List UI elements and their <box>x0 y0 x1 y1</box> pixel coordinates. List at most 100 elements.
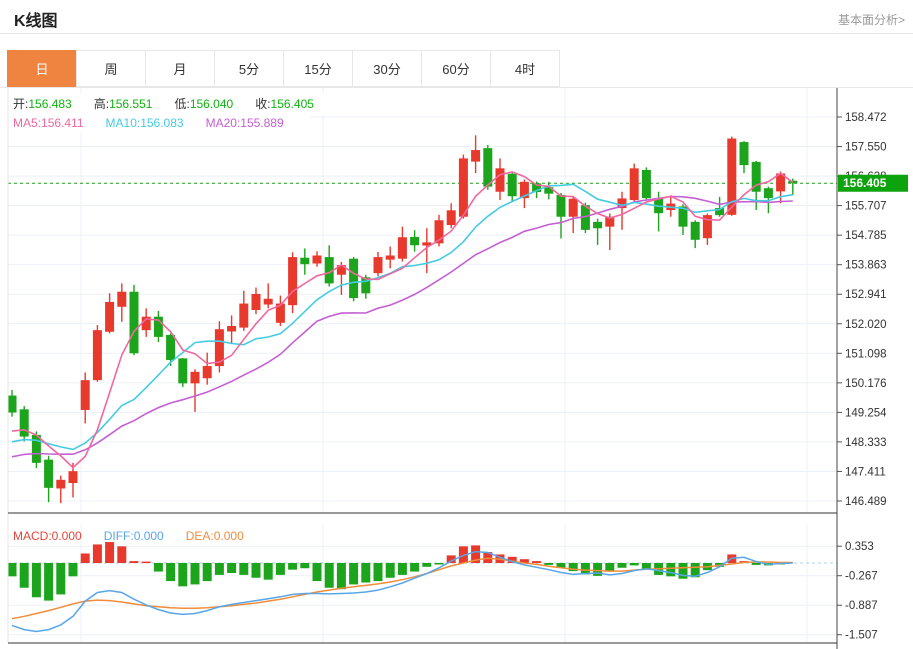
candle-body <box>178 358 188 384</box>
macd-bar <box>617 563 627 568</box>
macd-bar <box>141 561 151 564</box>
macd-y-axis-label: 0.353 <box>845 541 874 553</box>
macd-bar <box>349 563 359 585</box>
candle-body <box>702 215 712 239</box>
y-axis-label: 149.254 <box>845 407 887 419</box>
candle-body <box>678 206 688 227</box>
macd-bar <box>105 542 115 563</box>
candle-body <box>568 198 578 217</box>
macd-bar <box>68 563 78 577</box>
legend-ma-item-0: MA5:156.411 <box>13 116 84 130</box>
candle-body <box>727 138 737 215</box>
y-axis-label: 154.785 <box>845 230 887 242</box>
dea-line <box>11 557 793 620</box>
macd-bar <box>568 563 578 572</box>
candle-body <box>251 293 261 310</box>
candle-body <box>776 173 786 192</box>
tab-interval-3[interactable]: 5分 <box>214 50 284 87</box>
tab-interval-7[interactable]: 4时 <box>490 50 560 87</box>
macd-bar <box>251 563 261 578</box>
candle-body <box>105 301 115 332</box>
fundamental-analysis-link[interactable]: 基本面分析> <box>837 13 905 27</box>
candle-body <box>483 148 493 187</box>
macd-bar <box>19 563 29 588</box>
macd-bar <box>336 563 346 590</box>
macd-bar <box>80 553 90 563</box>
macd-bar <box>544 563 554 565</box>
candle-body <box>617 198 627 209</box>
candle-body <box>44 459 54 488</box>
candle-body <box>166 334 176 360</box>
legend-ma-item-1: MA10:156.083 <box>105 116 184 130</box>
tab-interval-4[interactable]: 15分 <box>283 50 353 87</box>
legend-macd-item-1: DIFF:0.000 <box>103 529 164 543</box>
ma-legend: MA5:156.411 MA10:156.083 MA20:155.889 <box>9 114 310 132</box>
y-axis-label: 148.333 <box>845 437 887 449</box>
candle-body <box>202 366 212 379</box>
macd-bar <box>690 563 700 578</box>
candle-body <box>300 257 310 265</box>
candle-body <box>263 298 273 305</box>
candle-body <box>336 265 346 275</box>
tabrow-baseline <box>0 87 913 88</box>
diff-line <box>11 550 793 633</box>
interval-tabs: 日周月 5分 15分 30分 60分 4时 <box>7 50 560 87</box>
y-axis-label: 151.098 <box>845 348 887 360</box>
ma10-line <box>11 183 793 451</box>
candle-body <box>288 257 298 306</box>
candle-body <box>312 255 322 264</box>
macd-bar <box>117 546 127 563</box>
candle-body <box>141 316 151 331</box>
candle-body <box>495 168 505 192</box>
macd-bar <box>239 563 249 575</box>
candle-body <box>227 326 237 332</box>
candle-body <box>349 258 359 299</box>
candle-body <box>690 221 700 240</box>
candle-body <box>519 181 529 199</box>
macd-bar <box>605 563 615 572</box>
candle-body <box>763 188 773 199</box>
macd-bar <box>397 563 407 575</box>
macd-bar <box>519 559 529 563</box>
candle-body <box>361 277 371 294</box>
legend-ohlc-item-1: 高:156.551 <box>93 97 153 111</box>
macd-legend: MACD:0.000 DIFF:0.000 DEA:0.000 <box>9 527 270 545</box>
macd-bar <box>44 563 54 601</box>
macd-bar <box>385 563 395 578</box>
candle-body <box>275 303 285 323</box>
macd-bar <box>288 563 298 570</box>
macd-bar <box>166 563 176 582</box>
macd-bar <box>751 563 761 565</box>
y-axis-label: 157.550 <box>845 142 887 154</box>
candle-body <box>458 158 468 217</box>
tab-interval-6[interactable]: 60分 <box>421 50 491 87</box>
candle-body <box>605 216 615 227</box>
macd-bar <box>678 563 688 579</box>
macd-bar <box>56 563 66 595</box>
candle-body <box>556 194 566 217</box>
macd-bar <box>471 545 481 563</box>
candle-body <box>751 161 761 192</box>
macd-bar <box>190 563 200 585</box>
macd-bar <box>129 561 139 563</box>
tab-interval-2[interactable]: 月 <box>145 50 215 87</box>
tab-interval-0[interactable]: 日 <box>7 50 77 87</box>
ma5-line <box>11 171 794 469</box>
y-axis-label: 155.707 <box>845 201 887 213</box>
macd-bar <box>446 555 456 563</box>
macd-bar <box>361 563 371 583</box>
candle-body <box>434 220 444 244</box>
tab-interval-5[interactable]: 30分 <box>352 50 422 87</box>
legend-macd-item-0: MACD:0.000 <box>13 529 82 543</box>
page-title: K线图 <box>14 13 58 30</box>
candle-body <box>410 236 420 246</box>
y-axis-label: 158.472 <box>845 112 887 124</box>
macd-bar <box>7 563 17 577</box>
macd-bar <box>263 563 273 580</box>
macd-y-axis-label: -0.887 <box>845 600 878 612</box>
macd-bar <box>422 563 432 567</box>
candle-body <box>739 142 749 166</box>
legend-ma-item-2: MA20:155.889 <box>205 116 284 130</box>
candle-body <box>68 471 78 484</box>
